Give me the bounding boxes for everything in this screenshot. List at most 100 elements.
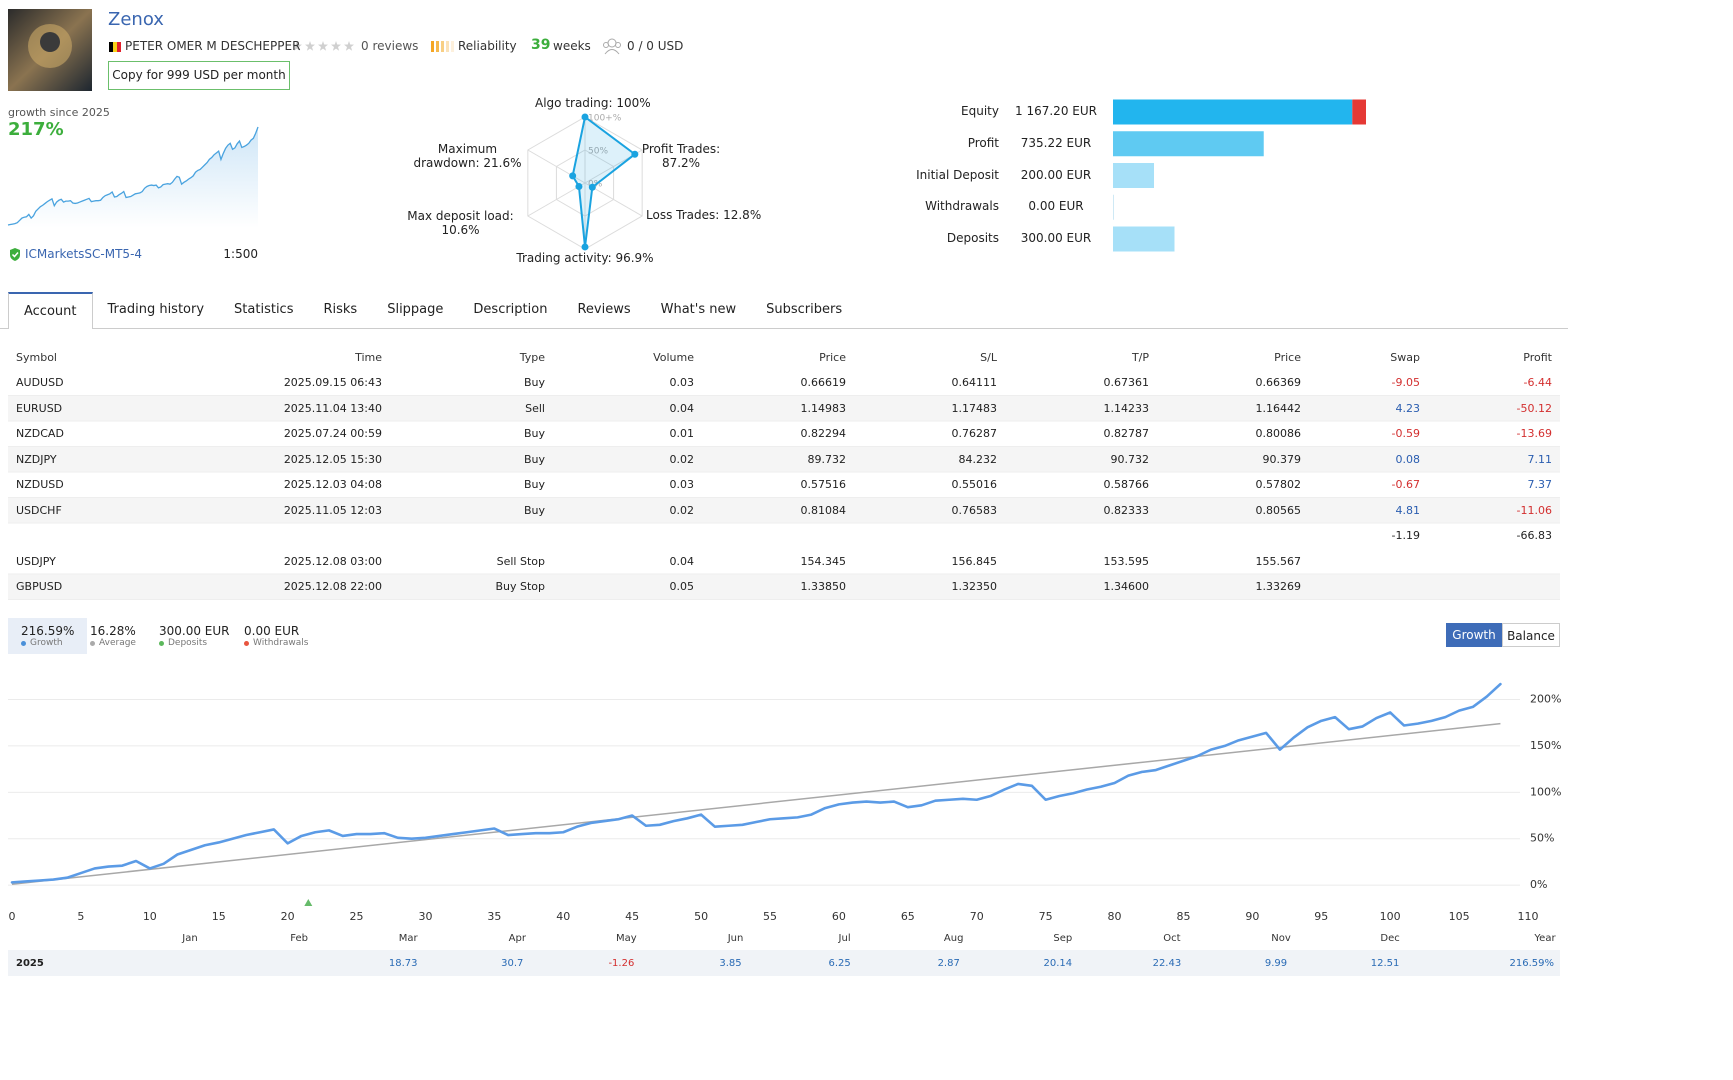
- month-label: May: [616, 933, 637, 944]
- table-cell: 1.14233: [1103, 401, 1150, 415]
- table-cell: 0.02: [669, 503, 695, 517]
- month-value: 9.99: [1265, 958, 1287, 969]
- tab[interactable]: Reviews: [577, 302, 631, 317]
- table-cell: 2025.11.04 13:40: [283, 401, 382, 415]
- month-value: 18.73: [389, 958, 418, 969]
- y-tick-label: 200%: [1530, 692, 1561, 705]
- pending-cell: 0.04: [669, 554, 695, 568]
- column-header: Time: [355, 351, 382, 364]
- tab[interactable]: What's new: [660, 302, 737, 317]
- x-tick-label: 55: [763, 910, 777, 923]
- month-label: Nov: [1271, 933, 1291, 944]
- column-header: Symbol: [16, 351, 57, 364]
- pending-cell: 1.34600: [1103, 580, 1150, 593]
- radar-label: Loss Trades: 12.8%: [646, 208, 762, 222]
- balance-label: Withdrawals: [925, 199, 999, 214]
- table-cell: 0.80086: [1255, 427, 1302, 440]
- table-cell: -11.06: [1516, 503, 1552, 517]
- weeks-label: weeks: [553, 39, 591, 53]
- growth-label: growth since 2025: [8, 106, 110, 119]
- copy-button[interactable]: Copy for 999 USD per month: [108, 61, 290, 90]
- stat[interactable]: 300.00 EUR Deposits: [146, 618, 243, 654]
- x-tick-label: 35: [487, 910, 501, 923]
- table-cell: 2025.07.24 00:59: [283, 427, 382, 440]
- month-value: 12.51: [1371, 958, 1400, 969]
- table-cell: 2025.11.05 12:03: [283, 503, 382, 517]
- table-cell: -0.59: [1391, 427, 1420, 440]
- y-tick-label: 0%: [1530, 878, 1547, 891]
- stat[interactable]: 16.28% Average: [77, 618, 149, 654]
- chart-button[interactable]: Balance: [1502, 623, 1560, 647]
- radar-point: [575, 182, 583, 190]
- stat[interactable]: 0.00 EUR Withdrawals: [231, 618, 321, 654]
- x-tick-label: 40: [556, 910, 570, 923]
- tabs: Account Trading history Statistics Risks Sli…: [8, 292, 857, 329]
- month-value: 30.7: [501, 958, 523, 969]
- tab[interactable]: Subscribers: [766, 302, 843, 317]
- balance-label: Profit: [967, 135, 999, 150]
- server[interactable]: ICMarketsSC-MT5-4: [25, 247, 143, 261]
- table-cell: 1.16442: [1255, 401, 1302, 415]
- y-tick-label: 50%: [1530, 832, 1554, 845]
- month-label: Dec: [1380, 933, 1399, 944]
- radar-label: Maximum drawdown: 21.6%: [413, 142, 522, 170]
- pending-cell: GBPUSD: [16, 580, 63, 593]
- month-value: 6.25: [828, 958, 850, 969]
- x-tick-label: 95: [1314, 910, 1328, 923]
- pending-cell: 155.567: [1255, 554, 1302, 568]
- balance-value: 1 167.20 EUR: [1015, 104, 1097, 118]
- reliability-icon: [431, 41, 454, 52]
- table-cell: 4.23: [1395, 401, 1421, 415]
- table-cell: 0.02: [669, 452, 695, 466]
- month-value: 3.85: [719, 958, 741, 969]
- table-cell: 84.232: [958, 452, 998, 466]
- table-cell: 2025.12.05 15:30: [283, 452, 382, 466]
- reviews[interactable]: 0 reviews: [361, 39, 419, 53]
- x-tick-label: 5: [77, 910, 84, 923]
- stat-label: Average: [90, 638, 136, 648]
- tab[interactable]: Slippage: [387, 302, 444, 317]
- server-shield: [10, 248, 20, 261]
- tab[interactable]: Account: [8, 292, 93, 329]
- column-header: Swap: [1390, 351, 1420, 364]
- tabs-line: [0, 328, 1568, 329]
- pending-cell: 156.845: [951, 554, 998, 568]
- pending-cell: 1.33850: [800, 580, 847, 593]
- y-tick-label: 100%: [1530, 785, 1561, 798]
- pending-cell: USDJPY: [16, 554, 56, 568]
- leverage: 1:500: [223, 247, 258, 261]
- balance-bar: [1113, 99, 1353, 125]
- balance-bar: [1113, 226, 1175, 252]
- table-cell: EURUSD: [16, 401, 63, 415]
- table-cell: 2025.12.03 04:08: [283, 478, 382, 491]
- month-value: 20.14: [1043, 958, 1072, 969]
- radar-label: Trading activity: 96.9%: [516, 251, 654, 265]
- table-cell: NZDCAD: [16, 427, 64, 440]
- balance-label: Initial Deposit: [916, 167, 999, 182]
- table-cell: Buy: [523, 478, 545, 491]
- chart-button[interactable]: Growth: [1446, 623, 1502, 647]
- growth-value: 217%: [8, 119, 64, 140]
- month-label: Feb: [290, 933, 308, 944]
- sparkline-area: [8, 127, 258, 228]
- radar-area: [571, 115, 637, 248]
- author[interactable]: PETER OMER M DESCHEPPER: [125, 39, 301, 53]
- table-cell: 0.58766: [1103, 478, 1150, 491]
- stat[interactable]: 216.59% Growth: [8, 618, 88, 654]
- radar-label: Profit Trades: 87.2%: [641, 142, 721, 170]
- column-header: Price: [1274, 351, 1301, 364]
- month-label: Oct: [1163, 933, 1180, 944]
- table-cell: -6.44: [1523, 376, 1552, 389]
- table-cell: 0.67361: [1103, 376, 1150, 389]
- x-tick-label: 10: [143, 910, 157, 923]
- month-label: Jun: [727, 933, 744, 944]
- total-cell: -66.83: [1516, 529, 1552, 542]
- tab[interactable]: Risks: [323, 302, 358, 317]
- table-cell: NZDJPY: [16, 452, 57, 466]
- tab[interactable]: Trading history: [107, 302, 205, 317]
- tab[interactable]: Statistics: [234, 302, 294, 317]
- table-cell: Sell: [525, 401, 545, 415]
- avatar-detail: [40, 32, 60, 52]
- tab[interactable]: Description: [473, 302, 548, 317]
- table-cell: 0.03: [669, 376, 695, 389]
